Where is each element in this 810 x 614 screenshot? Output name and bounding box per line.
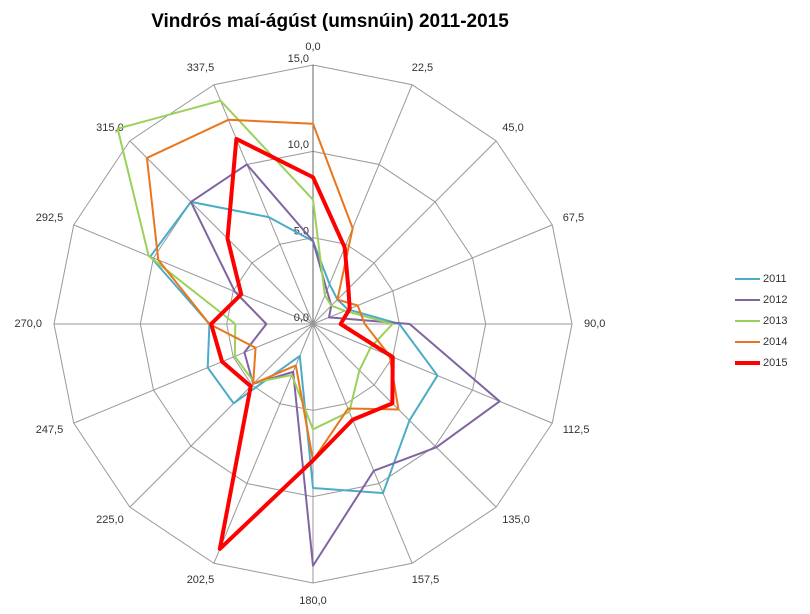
legend-label: 2011 — [763, 273, 787, 285]
series-line — [209, 136, 395, 551]
spoke — [213, 84, 314, 325]
category-label: 45,0 — [502, 122, 523, 134]
spoke — [213, 323, 314, 564]
r-tick-label: 10,0 — [288, 139, 309, 151]
spoke — [312, 323, 497, 508]
category-label: 225,0 — [96, 514, 124, 526]
r-tick-label: 5,0 — [294, 226, 309, 238]
spoke — [129, 323, 314, 508]
legend-label: 2013 — [763, 315, 787, 327]
series-line — [116, 99, 394, 431]
series-line — [149, 200, 439, 495]
category-label: 247,5 — [36, 424, 64, 436]
chart-title: Vindrós maí-ágúst (umsnúin) 2011-2015 — [151, 11, 509, 32]
category-label: 0,0 — [305, 41, 320, 53]
legend-label: 2014 — [763, 336, 787, 348]
r-tick-label: 15,0 — [288, 53, 309, 65]
category-label: 270,0 — [14, 318, 42, 330]
series-line — [145, 118, 400, 462]
category-label: 315,0 — [96, 122, 124, 134]
spoke — [312, 323, 413, 564]
spoke — [312, 140, 497, 325]
spoke — [73, 323, 314, 424]
category-label: 135,0 — [502, 514, 530, 526]
series-line — [189, 163, 501, 567]
category-label: 157,5 — [412, 574, 440, 586]
spoke — [312, 84, 413, 325]
category-label: 112,5 — [563, 424, 590, 436]
category-label: 90,0 — [584, 318, 605, 330]
category-label: 337,5 — [187, 62, 215, 74]
spoke — [73, 224, 314, 325]
category-label: 202,5 — [187, 574, 215, 586]
category-label: 292,5 — [36, 212, 64, 224]
r-tick-label: 0,0 — [294, 312, 309, 324]
category-label: 67,5 — [563, 212, 584, 224]
spoke — [312, 323, 553, 424]
category-label: 180,0 — [299, 595, 327, 607]
legend-label: 2015 — [763, 357, 787, 369]
legend-label: 2012 — [763, 294, 787, 306]
category-label: 22,5 — [412, 62, 433, 74]
spoke — [129, 140, 314, 325]
spoke — [312, 224, 553, 325]
